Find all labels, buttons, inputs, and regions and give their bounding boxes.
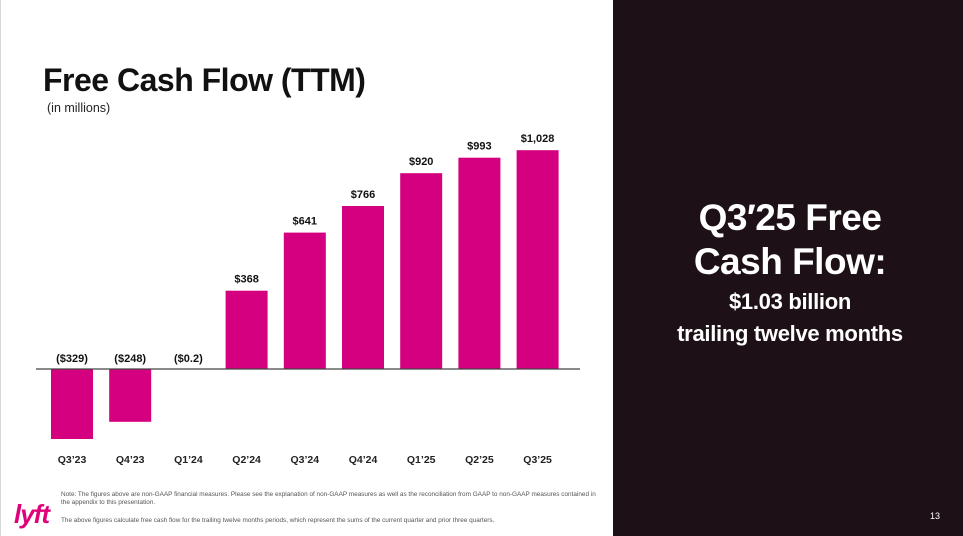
data-label: $920: [409, 156, 433, 168]
x-tick-label: Q1’24: [174, 454, 203, 466]
x-tick-label: Q2’25: [465, 454, 494, 466]
free-cash-flow-chart: ($329) Q3’23 ($248) Q4’23 ($0.2) Q1’24 $368 Q2’…: [36, 133, 580, 466]
bar-q423: [109, 369, 152, 422]
bar-q325: [516, 150, 559, 369]
bar-q224: [225, 290, 268, 369]
x-tick-label: Q4’24: [349, 454, 378, 466]
data-label: $368: [234, 274, 258, 286]
highlight-description: trailing twelve months: [677, 321, 903, 346]
x-tick-label: Q4’23: [116, 454, 145, 466]
highlight-panel: [613, 0, 963, 536]
data-label: ($0.2): [174, 353, 203, 365]
bar-q225: [458, 157, 501, 369]
x-tick-label: Q1’25: [407, 454, 436, 466]
bar-q324: [283, 232, 326, 369]
x-tick-label: Q3’23: [58, 454, 87, 466]
page-number: 13: [930, 511, 941, 521]
highlight-value: $1.03 billion: [728, 289, 852, 314]
bar-q424: [342, 206, 384, 369]
page-subtitle: (in millions): [47, 101, 111, 115]
data-label: $641: [293, 216, 317, 228]
x-tick-label: Q3’25: [523, 454, 552, 466]
highlight-headline-line-1: Q3′25 Free: [698, 197, 882, 238]
x-tick-label: Q3’24: [290, 454, 319, 466]
footnote-non-gaap: Note: The figures above are non-GAAP fin…: [61, 491, 596, 506]
data-label: $1,028: [521, 133, 555, 145]
data-label: ($329): [56, 353, 88, 365]
data-label: $766: [351, 189, 375, 201]
bar-q125: [400, 173, 443, 369]
bar-q323: [51, 369, 93, 439]
page-title: Free Cash Flow (TTM): [43, 62, 366, 98]
highlight-headline: Q3′25 Free Cash Flow:: [620, 196, 960, 284]
data-label: ($248): [114, 353, 146, 365]
x-tick-label: Q2’24: [232, 454, 261, 466]
data-label: $993: [467, 141, 491, 153]
highlight-headline-line-2: Cash Flow:: [693, 241, 887, 282]
lyft-logo: lyft: [14, 499, 50, 529]
footnote-ttm: The above figures calculate free cash fl…: [61, 517, 495, 524]
